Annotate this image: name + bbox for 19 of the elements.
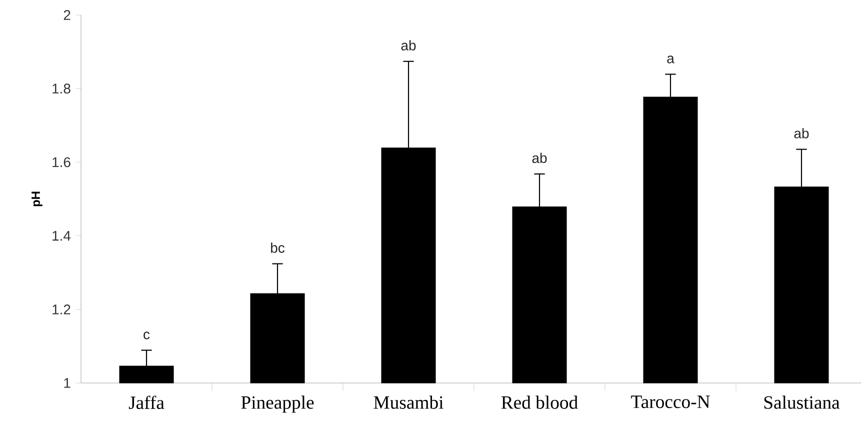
y-tick-label: 2 [64, 10, 70, 20]
x-tick-label: Pineapple [241, 396, 314, 413]
annotation: ab [401, 40, 416, 50]
x-tick-label: Salustiana [764, 396, 840, 409]
y-tick-label: 1.4 [52, 230, 71, 241]
y-tick-label: 1.8 [52, 84, 70, 94]
annotation: a [667, 56, 674, 64]
annotation: c [144, 332, 150, 340]
annotation: ab [794, 128, 809, 138]
y-tick-label: 1.2 [52, 304, 70, 314]
x-tick-label: Red blood [501, 396, 578, 409]
y-tick-label: 1 [64, 378, 70, 388]
annotation: bc [271, 242, 285, 253]
x-tick-label: Jaffa [128, 396, 164, 410]
x-tick-label: Tarocco-N [631, 396, 710, 408]
y-tick-label: 1.6 [52, 157, 70, 168]
annotation: ab [532, 152, 547, 164]
y-axis-title: pH [32, 192, 42, 206]
x-tick-label: Musambi [374, 396, 444, 409]
